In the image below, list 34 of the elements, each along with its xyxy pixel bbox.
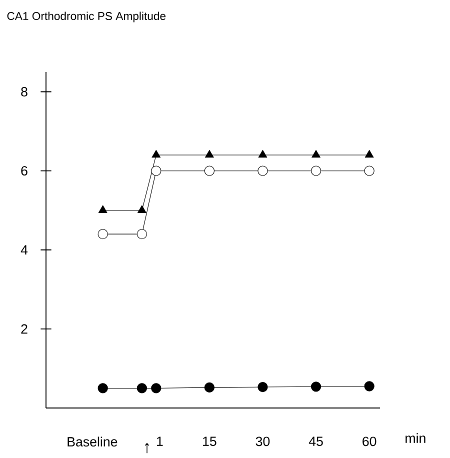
point [152, 150, 161, 158]
x-tick-label: 45 [308, 436, 323, 446]
point [204, 166, 215, 176]
point [136, 383, 147, 394]
point [364, 381, 374, 392]
y-tick-label: 2 [21, 324, 28, 334]
point [258, 166, 268, 176]
y-tick-label: 6 [21, 166, 28, 176]
x-tick-label: Baseline [68, 436, 118, 446]
text: ↑ [144, 442, 150, 454]
x-tick-label: 30 [256, 436, 270, 446]
point [310, 382, 322, 392]
point [151, 166, 162, 176]
point [312, 150, 320, 158]
point [364, 166, 374, 176]
x-tick-label: 60 [362, 436, 376, 446]
x-axis-title: min [406, 433, 426, 443]
point [136, 229, 147, 240]
x-tick-label: 1 [157, 436, 163, 446]
point [258, 382, 268, 392]
point [204, 382, 215, 393]
chart-title: CA1 Orthodromic PS Amplitude [7, 12, 166, 22]
point [151, 383, 162, 394]
point [258, 150, 268, 158]
point [205, 150, 214, 158]
y-tick-label: 8 [21, 87, 28, 96]
point [364, 150, 374, 158]
point [98, 229, 108, 240]
point [98, 383, 108, 394]
point [98, 205, 108, 214]
point [310, 166, 322, 176]
point [138, 205, 146, 214]
y-tick-label: 4 [20, 245, 28, 254]
x-tick-label: 15 [203, 436, 216, 446]
